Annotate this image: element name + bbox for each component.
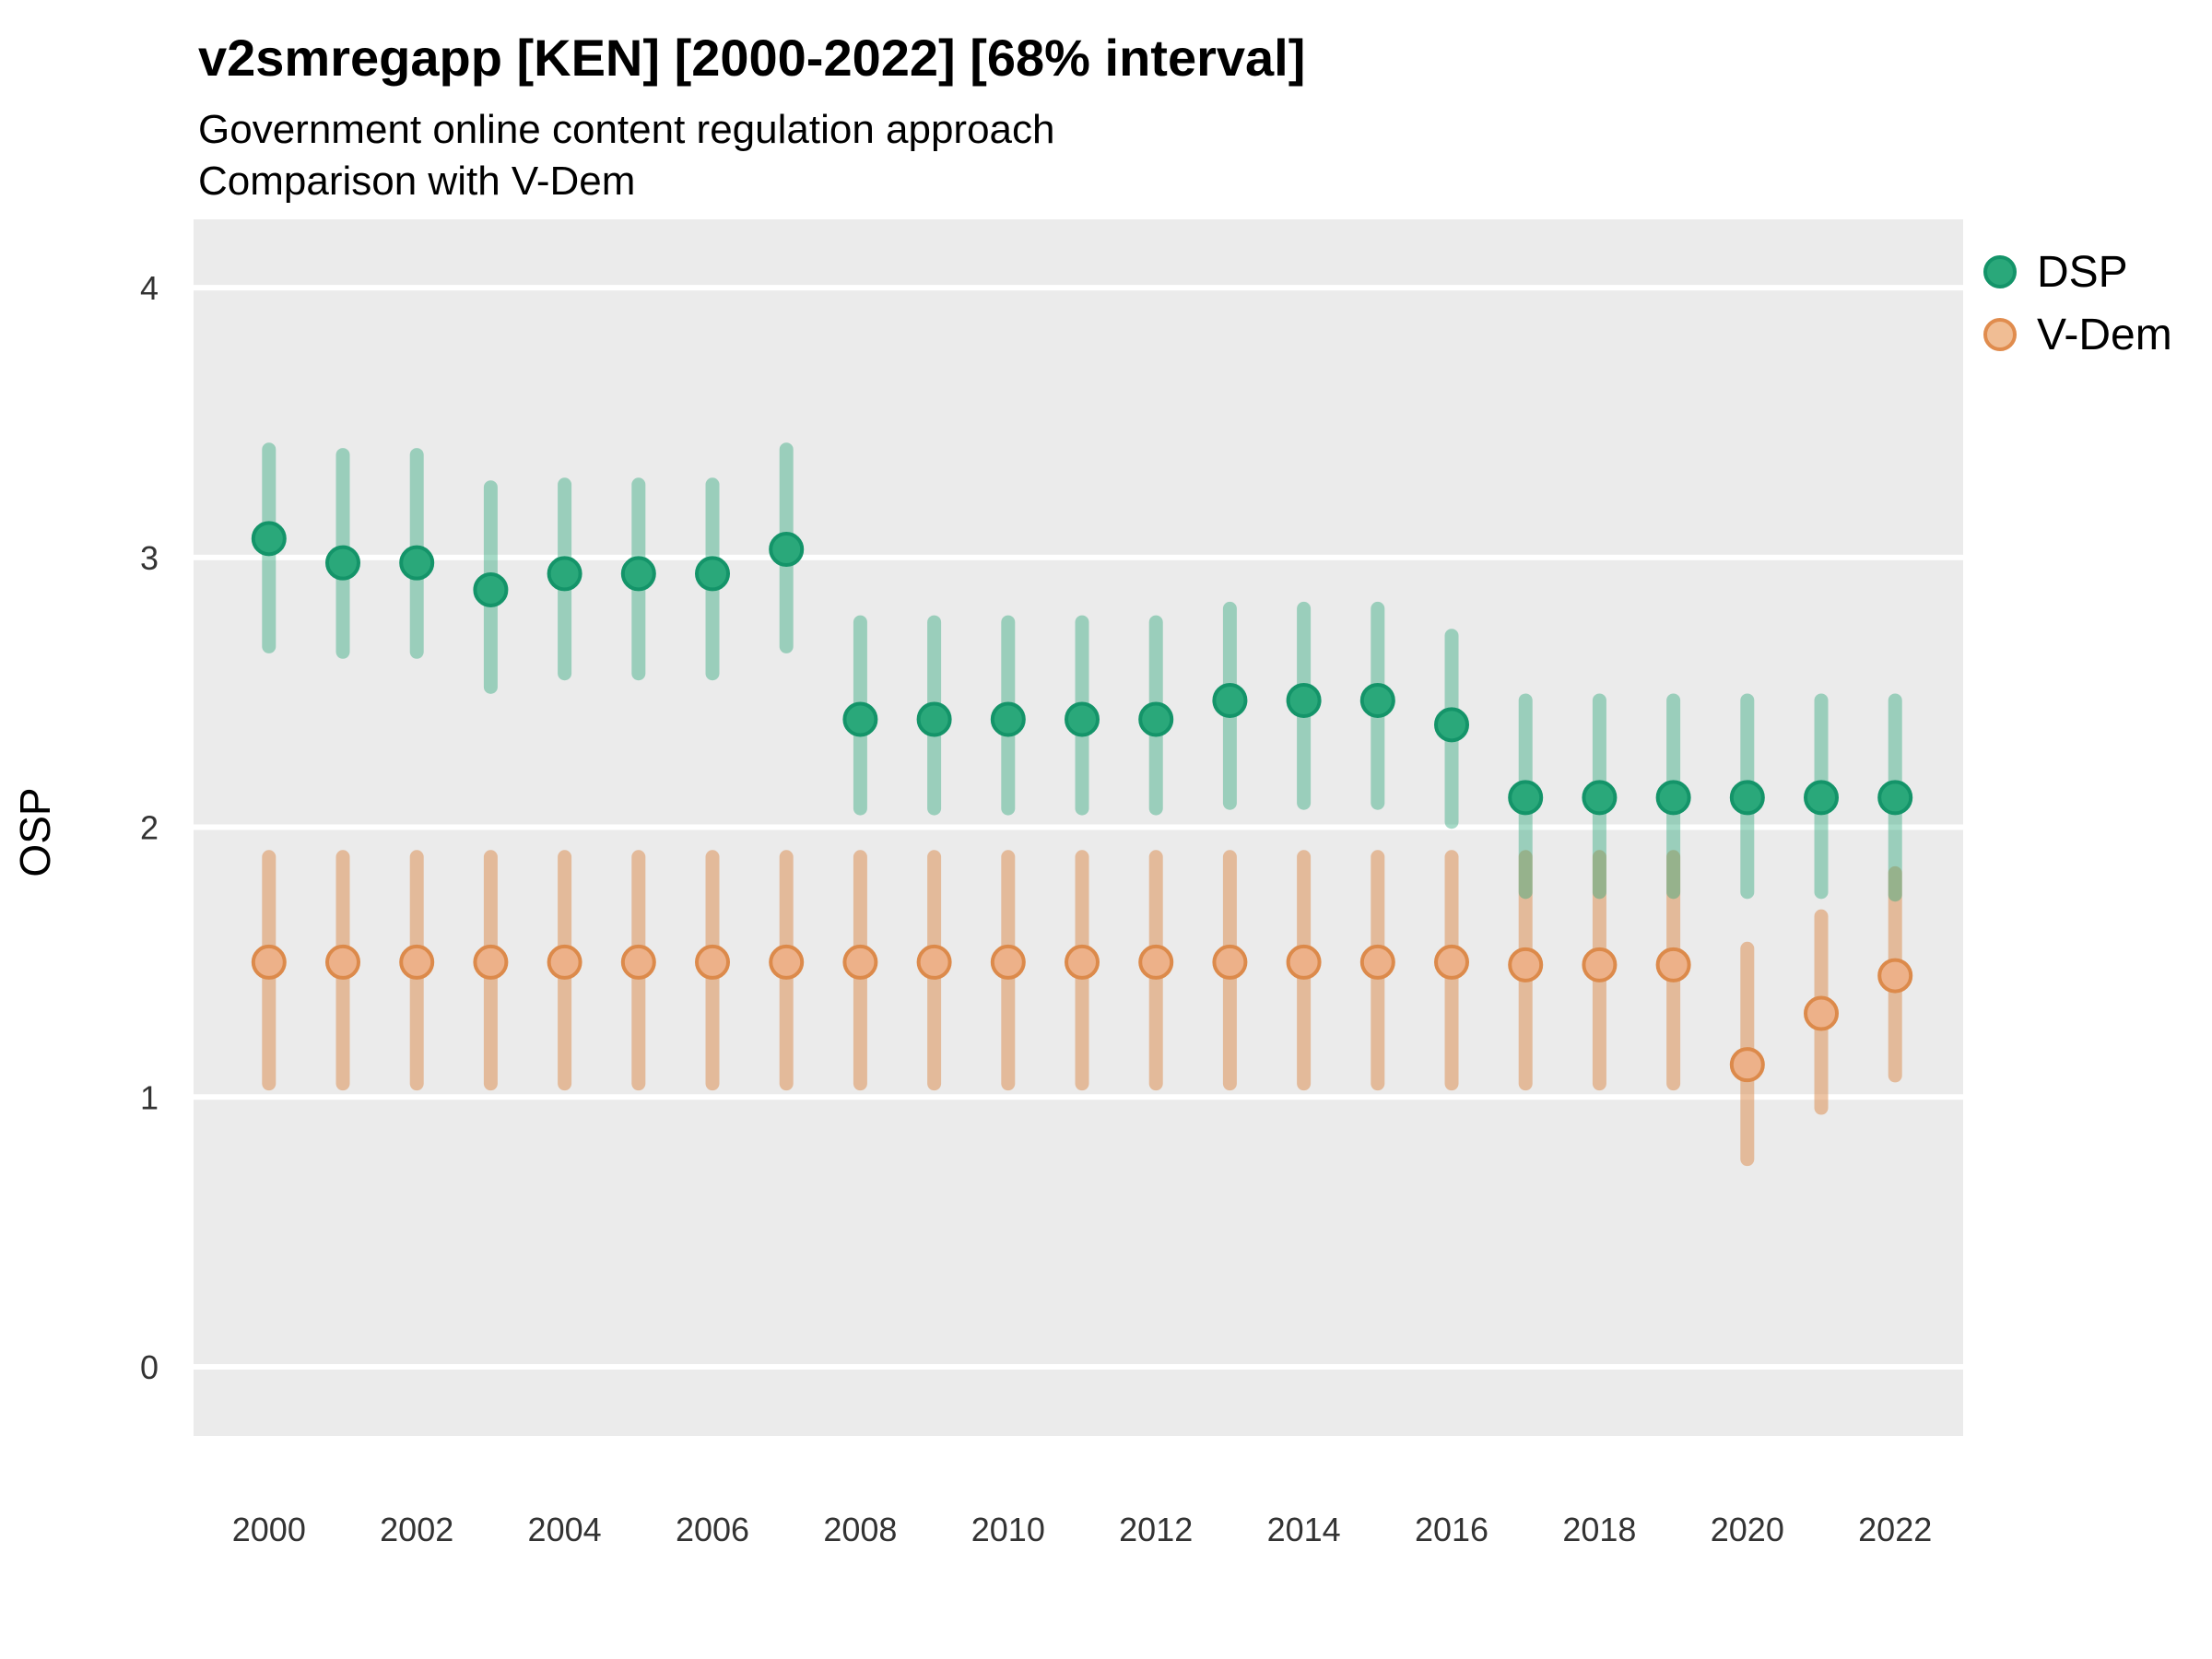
dsp-legend-dot-icon: [1983, 255, 2017, 288]
vdem-point-2018: [1582, 947, 1618, 982]
vdem-point-2005: [620, 944, 656, 980]
vdem-point-2004: [547, 944, 582, 980]
y-tick-label-2: 2: [140, 809, 159, 847]
dsp-point-2006: [695, 556, 731, 592]
legend: DSP V-Dem: [1983, 245, 2172, 371]
x-tick-label-2002: 2002: [380, 1511, 453, 1548]
x-tick-label-2020: 2020: [1711, 1511, 1784, 1548]
vdem-point-2011: [1065, 944, 1100, 980]
vdem-point-2016: [1434, 944, 1470, 980]
dsp-point-2022: [1877, 780, 1913, 816]
vdem-point-2007: [769, 944, 805, 980]
y-tick-label-0: 0: [140, 1348, 159, 1386]
vdem-point-2008: [842, 944, 878, 980]
vdem-point-2006: [695, 944, 731, 980]
dsp-point-2018: [1582, 780, 1618, 816]
x-tick-label-2012: 2012: [1119, 1511, 1193, 1548]
x-tick-label-2004: 2004: [528, 1511, 602, 1548]
y-tick-label-1: 1: [140, 1078, 159, 1116]
vdem-point-2019: [1655, 947, 1691, 982]
dsp-point-2009: [916, 701, 952, 737]
dsp-point-2000: [251, 521, 287, 557]
vdem-point-2020: [1729, 1047, 1765, 1083]
chart-title: v2smregapp [KEN] [2000-2022] [68% interv…: [198, 29, 1306, 87]
dsp-point-2002: [399, 545, 435, 581]
dsp-point-2012: [1138, 701, 1174, 737]
vdem-point-2003: [473, 944, 509, 980]
dsp-point-2003: [473, 571, 509, 607]
dsp-point-2016: [1434, 707, 1470, 743]
chart-subtitle: Government online content regulation app…: [198, 107, 1055, 152]
x-tick-label-2022: 2022: [1858, 1511, 1932, 1548]
dsp-point-2021: [1804, 780, 1840, 816]
dsp-point-2008: [842, 701, 878, 737]
dsp-point-2004: [547, 556, 582, 592]
x-tick-label-2000: 2000: [232, 1511, 306, 1548]
y-tick-label-3: 3: [140, 539, 159, 577]
dsp-point-2020: [1729, 780, 1765, 816]
vdem-point-2013: [1212, 944, 1248, 980]
dsp-point-2001: [325, 545, 361, 581]
vdem-point-2017: [1508, 947, 1544, 982]
legend-label-dsp: DSP: [2037, 247, 2128, 297]
vdem-point-2021: [1804, 995, 1840, 1031]
x-tick-label-2008: 2008: [823, 1511, 897, 1548]
dsp-point-2015: [1359, 682, 1395, 718]
chart-subtitle-comparison: Comparison with V-Dem: [198, 159, 636, 204]
vdem-point-2002: [399, 944, 435, 980]
vdem-point-2012: [1138, 944, 1174, 980]
x-tick-label-2010: 2010: [971, 1511, 1045, 1548]
legend-item-dsp: DSP: [1983, 245, 2172, 299]
dsp-point-2019: [1655, 780, 1691, 816]
vdem-point-2000: [251, 944, 287, 980]
x-tick-label-2018: 2018: [1562, 1511, 1636, 1548]
y-tick-label-4: 4: [140, 269, 159, 307]
dsp-point-2005: [620, 556, 656, 592]
x-tick-label-2006: 2006: [676, 1511, 749, 1548]
legend-item-vdem: V-Dem: [1983, 308, 2172, 361]
vdem-point-2015: [1359, 944, 1395, 980]
vdem-point-2009: [916, 944, 952, 980]
dsp-point-2007: [769, 532, 805, 568]
dsp-point-2017: [1508, 780, 1544, 816]
x-tick-label-2016: 2016: [1415, 1511, 1488, 1548]
dsp-point-2010: [990, 701, 1026, 737]
vdem-legend-dot-icon: [1983, 318, 2017, 351]
vdem-point-2014: [1286, 944, 1322, 980]
vdem-point-2001: [325, 944, 361, 980]
legend-label-vdem: V-Dem: [2037, 310, 2172, 359]
vdem-point-2022: [1877, 958, 1913, 994]
vdem-point-2010: [990, 944, 1026, 980]
dsp-point-2013: [1212, 682, 1248, 718]
x-tick-label-2014: 2014: [1267, 1511, 1341, 1548]
dsp-point-2014: [1286, 682, 1322, 718]
dsp-point-2011: [1065, 701, 1100, 737]
